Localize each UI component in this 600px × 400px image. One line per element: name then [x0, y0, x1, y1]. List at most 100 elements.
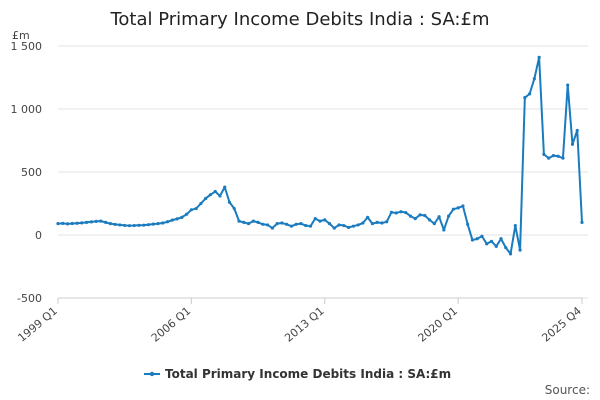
data-point[interactable]	[270, 226, 274, 230]
data-point[interactable]	[227, 200, 232, 204]
data-point[interactable]	[342, 223, 346, 228]
data-point[interactable]	[175, 217, 179, 221]
data-point[interactable]	[532, 77, 536, 81]
data-point[interactable]	[318, 219, 322, 223]
data-point[interactable]	[218, 194, 222, 198]
data-point[interactable]	[466, 222, 470, 226]
data-point[interactable]	[294, 222, 298, 226]
data-point[interactable]	[161, 221, 165, 225]
data-point[interactable]	[370, 222, 374, 226]
data-point[interactable]	[380, 221, 384, 225]
data-point[interactable]	[332, 226, 336, 230]
data-point[interactable]	[394, 211, 398, 215]
data-point[interactable]	[108, 222, 112, 226]
data-point[interactable]	[313, 217, 317, 221]
data-point[interactable]	[246, 222, 251, 226]
data-point[interactable]	[223, 185, 227, 189]
data-point[interactable]	[204, 196, 208, 201]
data-point[interactable]	[423, 213, 427, 218]
data-point[interactable]	[84, 220, 89, 224]
data-point[interactable]	[570, 142, 575, 146]
data-point[interactable]	[356, 223, 360, 227]
data-point[interactable]	[475, 237, 479, 241]
data-point[interactable]	[399, 210, 403, 214]
data-point[interactable]	[447, 214, 451, 218]
data-point[interactable]	[185, 212, 189, 216]
data-point[interactable]	[461, 204, 465, 208]
data-point[interactable]	[132, 223, 136, 228]
data-point[interactable]	[113, 222, 117, 227]
data-point[interactable]	[266, 223, 270, 227]
data-point[interactable]	[256, 220, 260, 224]
data-point[interactable]	[75, 221, 79, 225]
data-point[interactable]	[99, 219, 103, 223]
data-point[interactable]	[275, 222, 279, 226]
data-point[interactable]	[499, 237, 503, 241]
data-point[interactable]	[89, 220, 93, 224]
data-point[interactable]	[337, 223, 341, 227]
data-point[interactable]	[280, 221, 284, 225]
data-point[interactable]	[375, 220, 379, 224]
data-point[interactable]	[413, 217, 417, 221]
data-point[interactable]	[480, 234, 484, 238]
data-point[interactable]	[65, 222, 70, 226]
data-point[interactable]	[432, 222, 436, 226]
data-point[interactable]	[180, 215, 184, 219]
data-point[interactable]	[575, 128, 579, 133]
data-point[interactable]	[494, 244, 498, 248]
data-point[interactable]	[504, 246, 508, 250]
data-point[interactable]	[523, 96, 527, 100]
data-point[interactable]	[251, 219, 255, 223]
data-point[interactable]	[165, 220, 170, 224]
data-point[interactable]	[566, 83, 570, 87]
data-point[interactable]	[556, 154, 560, 158]
data-point[interactable]	[437, 215, 441, 219]
data-point[interactable]	[299, 222, 303, 226]
data-point[interactable]	[104, 220, 108, 224]
data-point[interactable]	[389, 210, 394, 214]
data-point[interactable]	[351, 224, 355, 228]
data-point[interactable]	[485, 242, 489, 246]
data-point[interactable]	[542, 152, 546, 156]
data-point[interactable]	[137, 223, 141, 227]
data-point[interactable]	[456, 206, 460, 210]
data-point[interactable]	[142, 223, 146, 227]
data-point[interactable]	[537, 55, 541, 59]
data-point[interactable]	[156, 222, 160, 226]
data-point[interactable]	[508, 252, 513, 256]
data-point[interactable]	[289, 224, 294, 228]
data-point[interactable]	[94, 219, 98, 223]
data-point[interactable]	[404, 210, 408, 215]
legend[interactable]: Total Primary Income Debits India : SA:£…	[144, 367, 451, 381]
data-point[interactable]	[232, 206, 236, 211]
data-point[interactable]	[189, 208, 193, 212]
data-point[interactable]	[451, 207, 455, 211]
data-point[interactable]	[146, 223, 151, 227]
data-point[interactable]	[418, 213, 422, 217]
data-point[interactable]	[199, 201, 203, 206]
data-point[interactable]	[304, 223, 308, 228]
data-point[interactable]	[56, 222, 60, 226]
data-point[interactable]	[366, 215, 370, 219]
data-point[interactable]	[151, 222, 155, 226]
data-point[interactable]	[561, 156, 565, 160]
data-point[interactable]	[385, 220, 389, 224]
data-point[interactable]	[551, 154, 556, 158]
data-point[interactable]	[261, 222, 265, 226]
data-point[interactable]	[489, 239, 494, 243]
data-point[interactable]	[213, 189, 217, 194]
data-point[interactable]	[346, 225, 351, 230]
data-point[interactable]	[323, 218, 327, 222]
data-point[interactable]	[170, 218, 174, 222]
data-point[interactable]	[518, 248, 522, 252]
data-point[interactable]	[70, 221, 74, 226]
data-point[interactable]	[123, 223, 127, 228]
data-point[interactable]	[513, 223, 517, 228]
data-point[interactable]	[327, 222, 332, 226]
data-point[interactable]	[127, 224, 132, 228]
data-point[interactable]	[194, 206, 198, 211]
data-point[interactable]	[61, 221, 65, 226]
data-point[interactable]	[442, 228, 446, 232]
data-point[interactable]	[118, 223, 122, 227]
data-point[interactable]	[580, 220, 584, 224]
